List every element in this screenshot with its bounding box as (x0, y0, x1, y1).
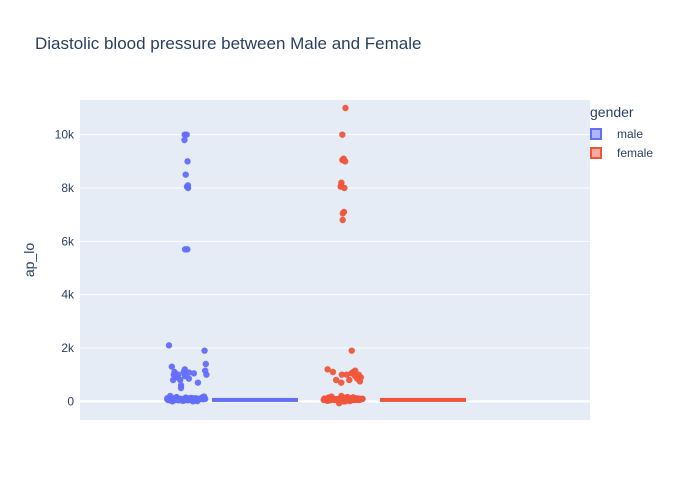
plot-background (80, 100, 590, 420)
legend: gender male female (590, 104, 653, 162)
point-female-band-55 (346, 396, 353, 403)
point-male-3 (184, 158, 191, 165)
point-male-26 (177, 376, 184, 384)
legend-title: gender (590, 104, 634, 120)
point-female-15 (329, 368, 337, 376)
point-female-4 (342, 158, 349, 165)
point-female-18 (338, 371, 346, 378)
chart-title: Diastolic blood pressure between Male an… (35, 34, 422, 53)
y-tick-label-1: 2k (61, 341, 75, 355)
point-male-12 (202, 360, 209, 368)
y-tick-label-2: 4k (61, 288, 75, 302)
legend-label-female: female (617, 145, 654, 160)
point-female-11 (339, 216, 346, 224)
point-male-28 (194, 379, 202, 386)
point-female-25 (332, 376, 340, 384)
point-male-11 (201, 347, 208, 354)
y-axis-label: ap_lo (21, 243, 37, 277)
point-male-27 (169, 376, 177, 384)
point-male-30 (177, 384, 185, 392)
point-male-10 (165, 342, 173, 349)
point-female-0 (342, 104, 349, 112)
point-female-8 (341, 184, 348, 192)
point-male-1 (183, 131, 190, 138)
point-male-band-54 (168, 396, 176, 403)
point-male-25 (185, 375, 193, 382)
y-tick-label-5: 10k (55, 128, 75, 142)
point-female-10 (339, 210, 346, 217)
point-female-12 (348, 347, 355, 354)
point-male-19 (190, 370, 198, 377)
point-female-24 (346, 376, 353, 384)
point-male-band-55 (190, 395, 197, 402)
legend-swatch-female (590, 146, 602, 159)
y-tick-label-0: 0 (67, 394, 74, 408)
point-female-20 (343, 371, 350, 378)
point-female-26 (356, 378, 364, 385)
point-female-27 (338, 379, 345, 386)
legend-swatch-male (590, 127, 602, 140)
point-male-band-59 (183, 396, 191, 403)
point-male-9 (181, 246, 189, 253)
point-female-1 (339, 131, 346, 138)
point-male-band-58 (199, 395, 206, 402)
legend-label-male: male (617, 126, 644, 141)
point-female-13 (324, 366, 331, 373)
point-male-22 (203, 371, 210, 378)
chart-marks (164, 104, 466, 407)
y-tick-label-4: 8k (61, 181, 75, 195)
point-female-band-56 (322, 396, 329, 403)
y-tick-label-3: 6k (61, 234, 75, 248)
legend-item-female[interactable]: female (590, 143, 653, 162)
point-female-band-59 (331, 396, 338, 404)
point-male-2 (181, 136, 188, 144)
y-tick-labels: 0 2k 4k 6k 8k 10k (55, 128, 75, 409)
legend-item-male[interactable]: male (590, 124, 653, 143)
point-male-13 (168, 363, 176, 370)
point-female-band-58 (355, 395, 363, 403)
point-male-4 (182, 171, 189, 178)
point-male-7 (184, 184, 192, 192)
